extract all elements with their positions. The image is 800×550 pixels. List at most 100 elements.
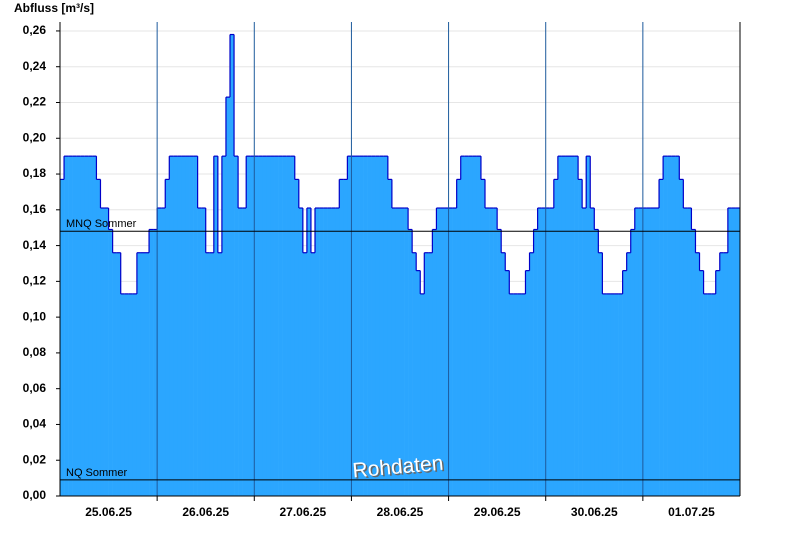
- flow-bar: [428, 252, 433, 496]
- y-tick-label: 0,06: [23, 381, 47, 395]
- flow-bar: [679, 179, 684, 496]
- flow-bar: [375, 156, 381, 496]
- flow-bar: [234, 156, 239, 496]
- flow-bar: [561, 156, 567, 496]
- flow-bar: [517, 293, 522, 496]
- flow-bar: [707, 293, 712, 496]
- flow-bar: [529, 252, 534, 496]
- y-tick-label: 0,22: [23, 95, 47, 109]
- flow-bar: [225, 97, 231, 497]
- x-tick-label: 01.07.25: [668, 505, 715, 519]
- flow-bar: [383, 156, 389, 496]
- flow-bar: [480, 179, 486, 496]
- flow-bar: [331, 208, 336, 496]
- flow-bar: [290, 156, 296, 496]
- y-tick-label: 0,08: [23, 345, 47, 359]
- flow-bar: [602, 293, 607, 496]
- x-tick-label: 25.06.25: [85, 505, 132, 519]
- flow-bar: [610, 293, 615, 496]
- flow-bar: [735, 208, 741, 496]
- y-tick-label: 0,24: [23, 59, 47, 73]
- flow-bar: [266, 156, 271, 496]
- y-tick-label: 0,20: [23, 130, 47, 144]
- flow-bar: [153, 229, 158, 496]
- flow-bar: [274, 156, 279, 496]
- flow-bar: [586, 156, 591, 496]
- flow-bar: [286, 156, 292, 496]
- flow-bar: [719, 252, 725, 496]
- flow-bar: [667, 156, 672, 496]
- flow-bar: [201, 208, 207, 496]
- flow-bar: [238, 208, 243, 496]
- flow-bar: [505, 270, 510, 496]
- flow-bar: [327, 208, 332, 496]
- y-tick-label: 0,12: [23, 274, 47, 288]
- flow-bar: [359, 156, 364, 496]
- x-tick-label: 29.06.25: [474, 505, 521, 519]
- flow-bar: [570, 156, 575, 496]
- flow-bar: [315, 208, 320, 496]
- flow-bar: [302, 252, 308, 496]
- flow-bar: [533, 229, 538, 496]
- flow-bar: [270, 156, 275, 496]
- flow-bar: [242, 208, 247, 496]
- flow-bar: [715, 270, 721, 496]
- flow-bar: [371, 156, 377, 496]
- flow-bar: [157, 208, 162, 496]
- flow-bar: [448, 208, 453, 496]
- flow-bar: [347, 156, 352, 496]
- flow-bar: [432, 229, 437, 496]
- flow-bar: [128, 293, 134, 496]
- flow-bar: [282, 156, 287, 496]
- y-tick-label: 0,26: [23, 23, 47, 37]
- flow-bar: [132, 293, 138, 496]
- flow-bar: [642, 208, 648, 496]
- flow-bar: [683, 208, 688, 496]
- flow-bar: [638, 208, 644, 496]
- flow-bar: [169, 156, 174, 496]
- flow-bar: [675, 156, 680, 496]
- flow-bar: [60, 179, 65, 496]
- y-tick-label: 0,04: [23, 417, 47, 431]
- flow-bar: [339, 179, 344, 496]
- flow-bar: [659, 179, 664, 496]
- flow-bar: [335, 208, 340, 496]
- flow-bar: [92, 156, 97, 496]
- flow-bar: [96, 179, 101, 496]
- flow-bar: [634, 208, 640, 496]
- flow-bar: [400, 208, 405, 496]
- flow-bar: [582, 208, 587, 496]
- flow-bar: [136, 252, 142, 496]
- flow-bar: [323, 208, 328, 496]
- flow-bar: [509, 293, 514, 496]
- flow-bar: [173, 156, 178, 496]
- y-axis-title: Abfluss [m³/s]: [14, 1, 94, 15]
- flow-bar: [197, 208, 202, 496]
- flow-bar: [663, 156, 668, 496]
- flow-bar: [703, 293, 708, 496]
- flow-bar: [723, 252, 729, 496]
- flow-bar: [456, 179, 462, 496]
- flow-bar: [189, 156, 194, 496]
- flow-bar: [310, 252, 316, 496]
- flow-bar: [367, 156, 372, 496]
- flow-bar: [395, 208, 401, 496]
- flow-bar: [545, 208, 551, 496]
- flow-bar: [343, 179, 348, 496]
- flow-bar: [521, 293, 526, 496]
- flow-bar: [363, 156, 368, 496]
- flow-bar: [181, 156, 186, 496]
- flow-bar: [557, 156, 563, 496]
- flow-bar: [104, 208, 109, 496]
- flow-bar: [193, 156, 198, 496]
- flow-bar: [230, 34, 235, 497]
- flow-bar: [412, 252, 417, 496]
- flow-bar: [671, 156, 676, 496]
- flow-bar: [278, 156, 283, 496]
- flow-bar: [618, 293, 623, 496]
- flow-bar: [440, 208, 445, 496]
- flow-bar: [140, 252, 146, 496]
- flow-bar: [424, 252, 429, 496]
- flow-bar: [408, 229, 413, 496]
- flow-bar: [553, 179, 559, 496]
